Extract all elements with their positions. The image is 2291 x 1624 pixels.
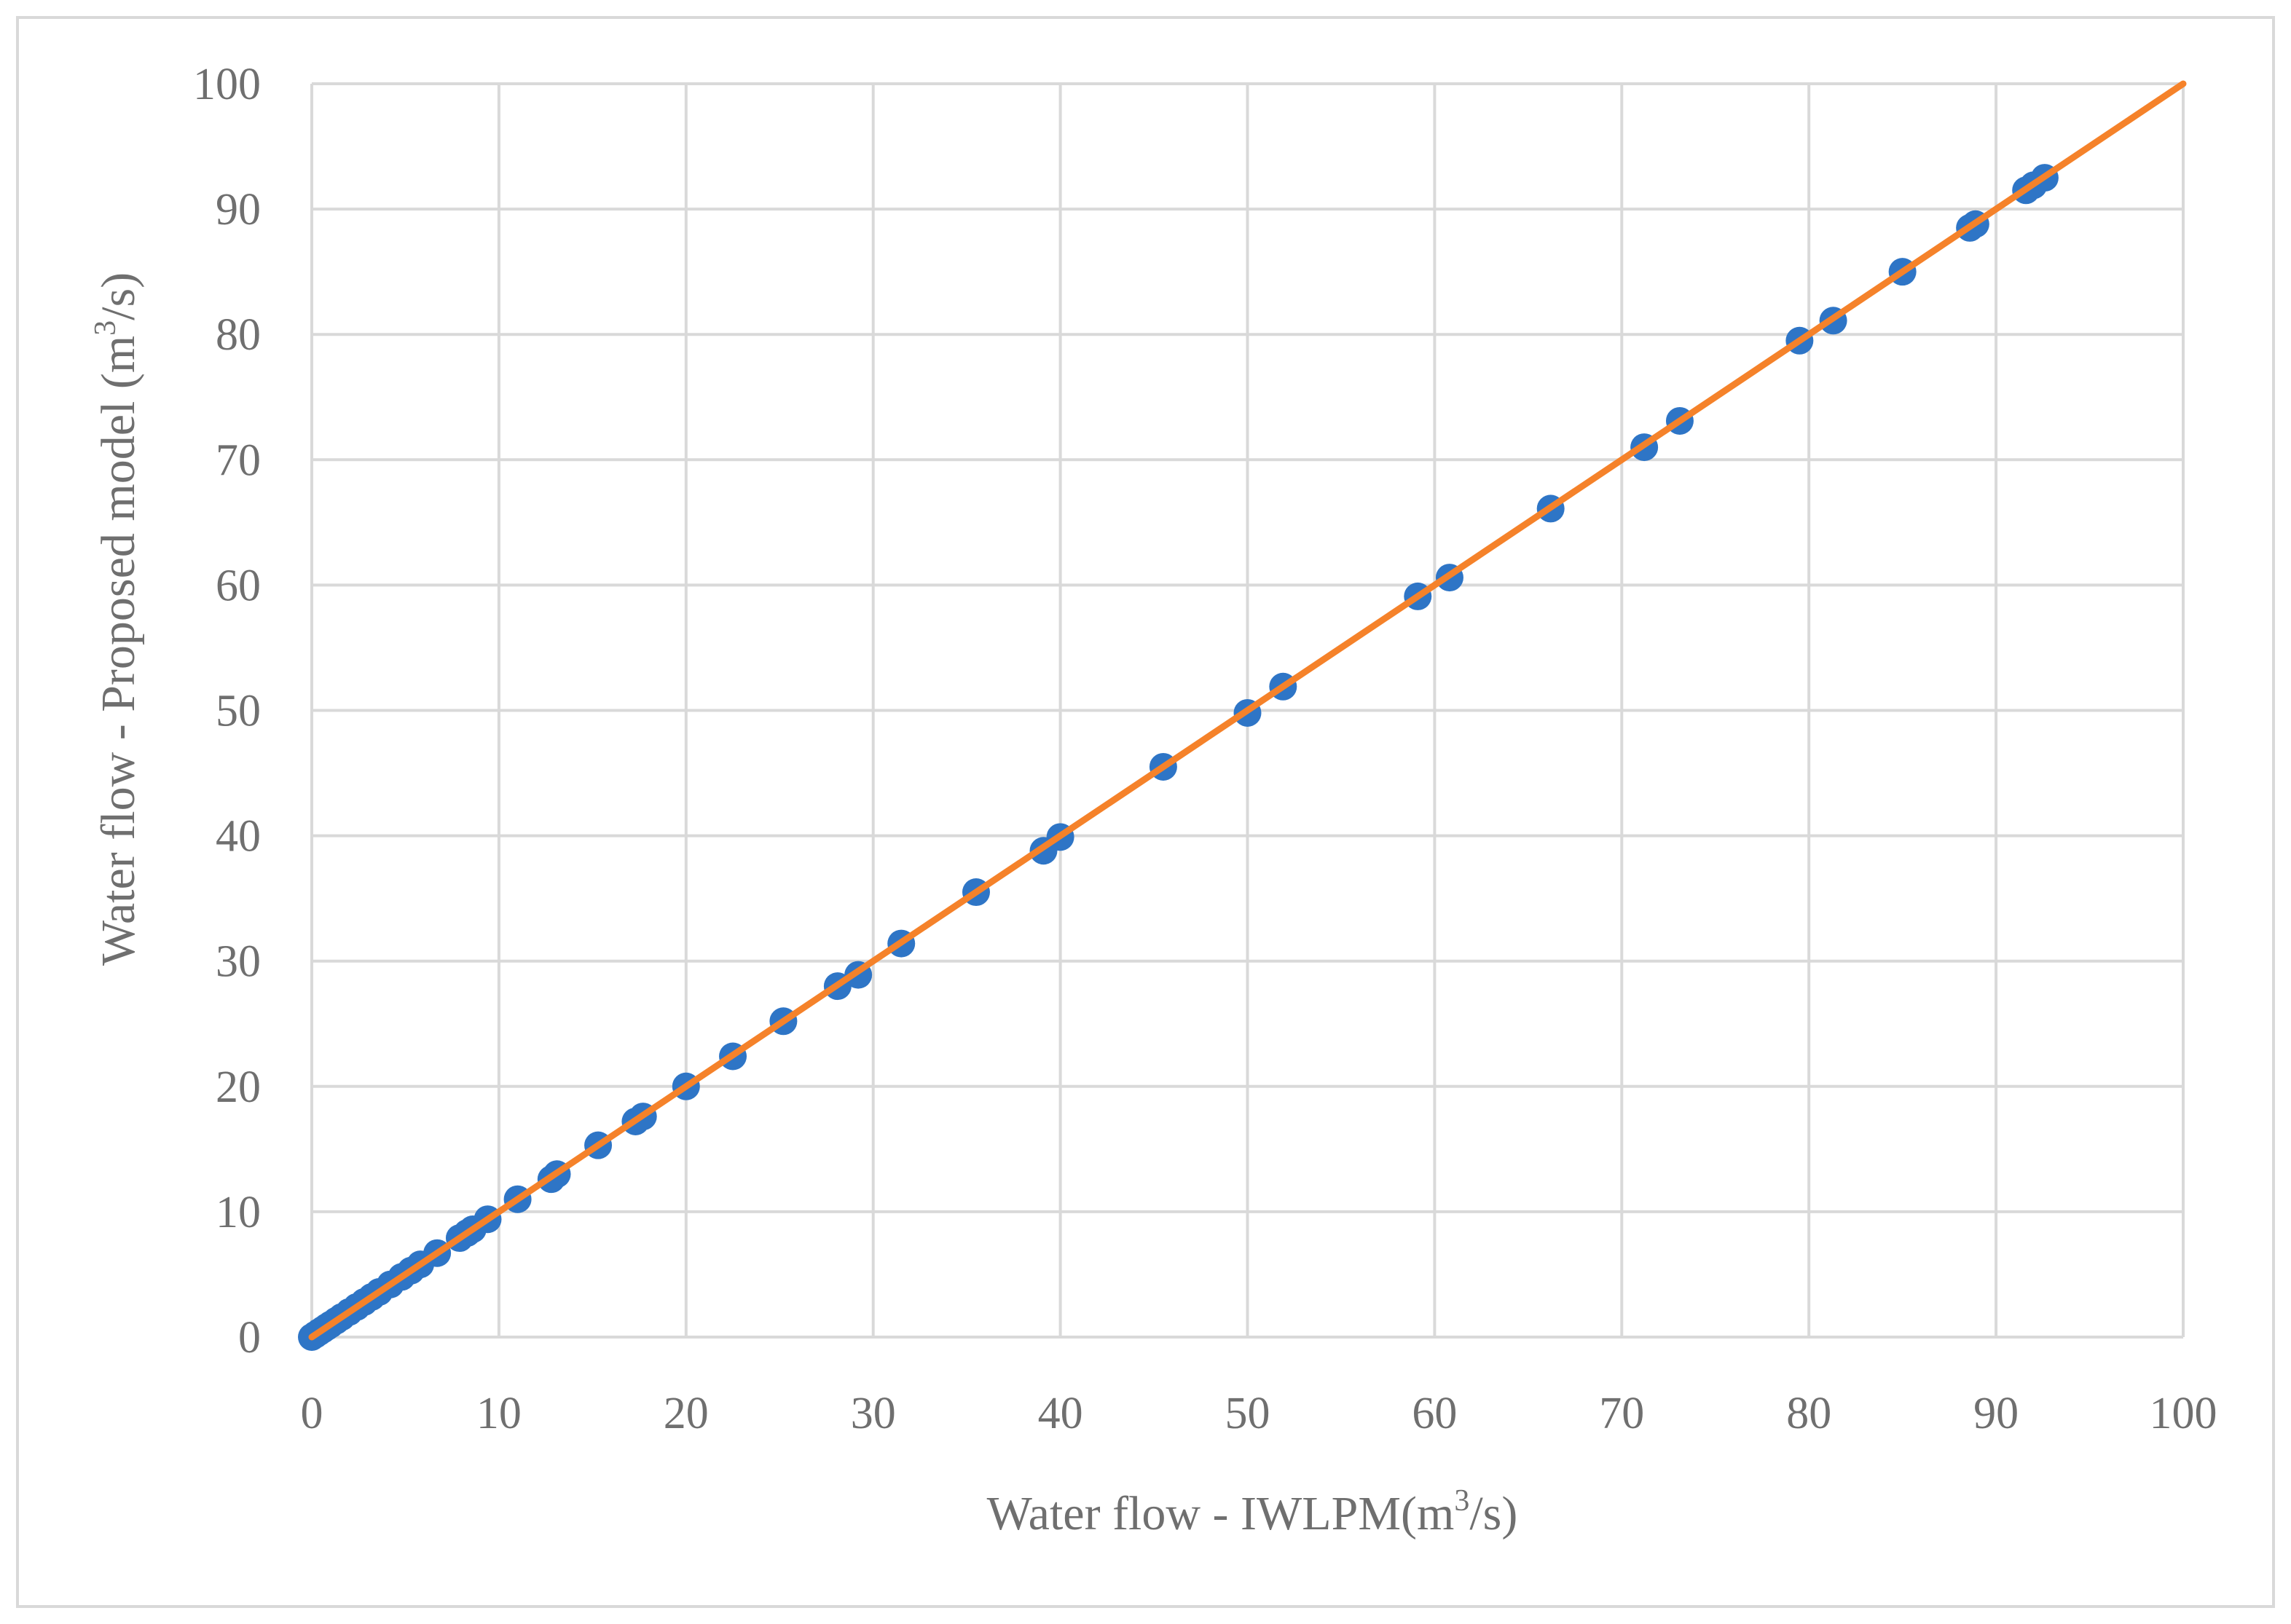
x-tick-label: 20 [664,1389,709,1438]
y-axis-title-superscript: 3 [89,320,122,336]
y-tick-label: 90 [216,185,261,234]
x-tick-label: 100 [2150,1389,2217,1438]
x-tick-label: 90 [1973,1389,2019,1438]
y-tick-label: 100 [193,60,261,109]
gridlines [310,82,2185,1339]
y-tick-label: 30 [216,937,261,987]
reference-line-1to1 [308,80,2187,1341]
x-axis-title-suffix: /s) [1469,1487,1517,1540]
series-points-layer [298,80,2187,1351]
y-tick-label: 50 [216,687,261,736]
x-tick-label: 10 [476,1389,522,1438]
y-tick-label: 10 [216,1188,261,1237]
y-tick-label: 60 [216,561,261,610]
x-axis-title: Water flow - IWLPM(m3/s) [987,1484,1518,1540]
y-tick-label: 0 [238,1313,261,1363]
x-axis-title-prefix: Water flow - IWLPM(m [987,1487,1455,1540]
y-tick-label: 20 [216,1063,261,1112]
x-tick-label: 40 [1038,1389,1083,1438]
tick-labels: 0 10 20 30 40 50 60 70 80 90 100 0 10 20 30 40 50 60 70 80 9… [193,60,2217,1438]
y-tick-label: 40 [216,812,261,862]
x-tick-label: 30 [851,1389,896,1438]
x-tick-label: 0 [301,1389,323,1438]
x-axis-title-superscript: 3 [1454,1484,1469,1518]
y-tick-label: 80 [216,310,261,360]
y-axis-title-suffix: /s) [92,272,145,320]
y-axis-title: Water flow - Proposed model (m3/s) [89,272,145,966]
chart-outer-frame [16,16,2275,1608]
x-tick-label: 80 [1786,1389,1831,1438]
x-tick-label: 60 [1412,1389,1457,1438]
y-tick-label: 70 [216,435,261,485]
x-tick-label: 50 [1225,1389,1270,1438]
y-axis-title-prefix: Water flow - Proposed model (m [92,336,145,966]
x-tick-label: 70 [1599,1389,1644,1438]
